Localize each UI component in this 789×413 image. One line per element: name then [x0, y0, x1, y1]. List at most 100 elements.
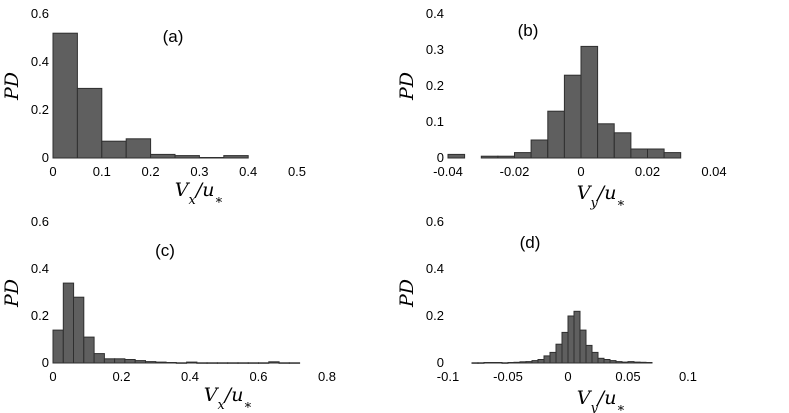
histogram-bar	[125, 138, 152, 159]
histogram-bar	[268, 361, 280, 364]
histogram-bar	[471, 362, 479, 364]
histogram-bar	[591, 351, 599, 364]
histogram-bar	[52, 32, 78, 159]
histogram-bar	[597, 357, 605, 364]
x-tick-label: 0.02	[635, 164, 660, 179]
y-tick-label: 0.4	[426, 6, 444, 21]
histogram-bar	[93, 353, 105, 364]
histogram-bar	[227, 362, 239, 364]
histogram-bar	[585, 344, 593, 364]
y-tick-label: 0.4	[31, 261, 49, 276]
histogram-bar	[561, 331, 569, 364]
y-tick-label: 0	[42, 355, 49, 370]
histogram-bar	[447, 153, 466, 159]
histogram-bar	[543, 355, 551, 364]
x-axis-label-sub: y	[589, 401, 598, 413]
histogram-bar	[621, 361, 629, 364]
y-tick-label: 0	[437, 150, 444, 165]
y-tick-label: 0	[437, 355, 444, 370]
x-tick-label: 0.2	[112, 369, 130, 384]
x-axis-label-base: V	[175, 179, 191, 201]
histogram-bar	[206, 362, 218, 364]
x-tick-label: -0.1	[437, 369, 459, 384]
histogram-bar	[124, 359, 136, 364]
histogram-bar	[73, 296, 85, 364]
histogram-panel-d: -0.1 -0.05 0 0.05 0.1 0 0.2 0.4 0.6 (d) Vy/u∗ PD	[396, 214, 697, 413]
x-axis-label-den: /u	[596, 387, 617, 409]
histogram-bar	[216, 362, 229, 364]
y-axis-label: PD	[396, 72, 418, 101]
histogram-bar	[62, 282, 75, 364]
histogram-bar	[580, 45, 599, 159]
panel-label: (b)	[518, 21, 539, 40]
x-axis-label-base: V	[577, 387, 593, 409]
histogram-bar	[477, 362, 485, 364]
histogram-bar	[531, 360, 539, 364]
y-tick-label: 0.1	[426, 114, 444, 129]
histogram-bar	[567, 315, 575, 364]
x-tick-label: 0.4	[181, 369, 199, 384]
x-axis-label-base: V	[204, 384, 220, 406]
histogram-bar	[186, 361, 198, 364]
x-tick-label: 0.3	[190, 164, 208, 179]
histogram-bar	[525, 361, 533, 364]
histogram-bar	[549, 351, 557, 364]
histogram-bar	[513, 361, 521, 364]
histogram-bar	[76, 87, 103, 159]
y-tick-label: 0.2	[426, 308, 444, 323]
histogram-bar	[579, 329, 587, 364]
y-tick-label: 0.6	[426, 214, 444, 229]
histogram-bar	[630, 148, 649, 159]
histogram-bar	[537, 359, 545, 364]
histogram-bar	[483, 362, 491, 364]
x-axis-label: Vy/u∗	[577, 182, 626, 211]
histogram-bar	[507, 362, 515, 364]
histogram-bar	[101, 140, 127, 159]
histogram-bar	[645, 362, 653, 364]
x-tick-label: 0.1	[679, 369, 697, 384]
panel-label: (c)	[155, 241, 175, 260]
x-tick-label: 0.04	[701, 164, 726, 179]
histogram-bar	[480, 155, 499, 159]
histogram-panel-a: 0 0.1 0.2 0.3 0.4 0.5 0 0.2 0.4 0.6 (a) Vx/u∗ PD	[1, 6, 306, 208]
histogram-bar	[155, 361, 167, 364]
histogram-bar	[278, 362, 290, 364]
x-tick-label: -0.05	[493, 369, 523, 384]
x-axis-label: Vx/u∗	[175, 179, 224, 208]
x-axis-label-star: ∗	[214, 193, 223, 208]
histogram-bar	[83, 336, 95, 364]
x-tick-label: 0	[577, 164, 584, 179]
histogram-bar	[633, 361, 641, 364]
x-tick-label: -0.04	[433, 164, 463, 179]
x-axis-label-sub: y	[589, 196, 598, 211]
histogram-bar	[237, 362, 249, 364]
histogram-bar	[165, 362, 177, 364]
histogram-bar	[114, 358, 126, 364]
y-tick-label: 0.2	[31, 102, 49, 117]
panel-label: (d)	[520, 233, 541, 252]
histogram-bar	[223, 155, 249, 159]
histogram-bar	[198, 157, 225, 159]
x-tick-label: 0.6	[249, 369, 267, 384]
x-tick-label: 0	[49, 369, 56, 384]
histogram-bar	[288, 362, 301, 364]
histogram-bar	[495, 362, 503, 364]
x-tick-label: -0.02	[500, 164, 530, 179]
x-tick-label: 0	[49, 164, 56, 179]
histogram-bar	[555, 343, 563, 364]
histogram-bar	[174, 155, 200, 159]
histogram-bar	[150, 153, 176, 159]
histogram-panel-c: 0 0.2 0.4 0.6 0.8 0 0.2 0.4 0.6 (c) Vx/u∗ PD	[1, 214, 336, 413]
y-tick-label: 0.6	[31, 214, 49, 229]
histogram-bar	[609, 360, 617, 364]
y-axis-label: PD	[1, 279, 23, 308]
histogram-bar	[627, 361, 635, 364]
y-tick-label: 0	[42, 150, 49, 165]
x-tick-label: 0.2	[142, 164, 160, 179]
histogram-bar	[514, 152, 532, 159]
histogram-bar	[547, 110, 565, 159]
x-tick-label: 0.8	[318, 369, 336, 384]
x-axis-label-star: ∗	[616, 196, 625, 211]
histogram-bar	[134, 360, 146, 364]
x-axis-label-sub: x	[217, 398, 225, 413]
